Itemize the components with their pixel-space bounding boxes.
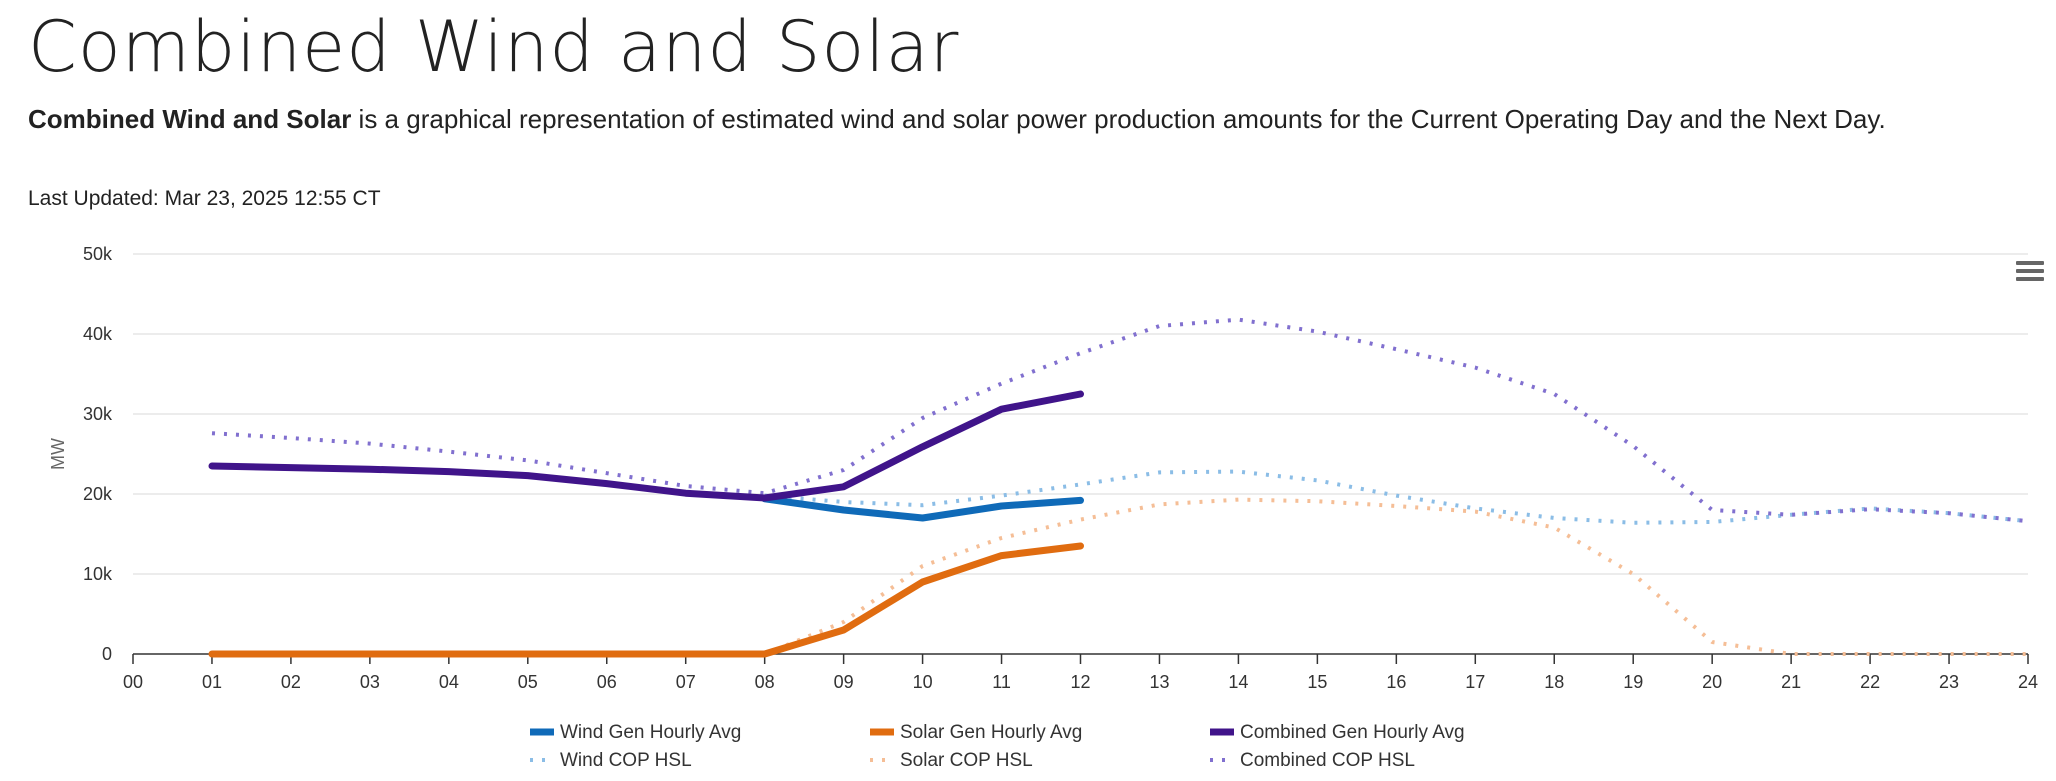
x-tick-label: 08 [755,672,775,692]
y-tick-label: 0 [102,644,112,664]
x-tick-label: 06 [597,672,617,692]
y-tick-label: 30k [83,404,113,424]
y-tick-label: 20k [83,484,113,504]
y-tick-label: 40k [83,324,113,344]
y-tick-label: 50k [83,244,113,264]
x-tick-label: 02 [281,672,301,692]
description-text: is a graphical representation of estimat… [351,104,1886,134]
x-tick-label: 12 [1070,672,1090,692]
x-tick-label: 21 [1781,672,1801,692]
x-tick-label: 00 [123,672,143,692]
series-line-combined-cop-hsl [211,317,2029,524]
x-tick-label: 20 [1702,672,1722,692]
x-tick-label: 22 [1860,672,1880,692]
x-tick-label: 03 [360,672,380,692]
series-line-combined-gen-hourly-avg [208,390,1084,502]
series-line-wind-gen-hourly-avg [761,495,1084,522]
legend-label-solar-cop-hsl: Solar COP HSL [900,750,1033,771]
x-tick-label: 16 [1386,672,1406,692]
x-tick-label: 23 [1939,672,1959,692]
x-tick-label: 05 [518,672,538,692]
x-tick-label: 01 [202,672,222,692]
x-tick-label: 14 [1228,672,1248,692]
last-updated-timestamp: Last Updated: Mar 23, 2025 12:55 CT [28,187,381,210]
legend-label-combined-cop-hsl: Combined COP HSL [1240,750,1415,771]
hamburger-menu-icon[interactable] [2016,261,2044,287]
legend-label-wind-cop-hsl: Wind COP HSL [560,750,692,771]
page-title: Combined Wind and Solar [28,6,960,88]
y-axis-title: MW [48,438,68,470]
x-tick-label: 07 [676,672,696,692]
legend-label-wind-gen-hourly-avg: Wind Gen Hourly Avg [560,722,741,743]
series-line-wind-cop-hsl [764,469,2029,525]
x-tick-label: 09 [834,672,854,692]
x-tick-label: 15 [1307,672,1327,692]
series-line-solar-gen-hourly-avg [208,542,1084,658]
legend-label-solar-gen-hourly-avg: Solar Gen Hourly Avg [900,722,1082,743]
x-tick-label: 18 [1544,672,1564,692]
x-tick-label: 04 [439,672,459,692]
x-tick-label: 13 [1149,672,1169,692]
legend-label-combined-gen-hourly-avg: Combined Gen Hourly Avg [1240,722,1465,743]
y-tick-label: 10k [83,564,113,584]
description-bold-title: Combined Wind and Solar [28,104,352,134]
x-tick-label: 24 [2018,672,2038,692]
series-line-solar-cop-hsl [212,497,2028,656]
x-tick-label: 17 [1465,672,1485,692]
x-tick-label: 11 [992,672,1011,692]
x-tick-label: 10 [913,672,933,692]
x-tick-label: 19 [1623,672,1643,692]
page-description: Combined Wind and Solar is a graphical r… [28,104,1886,135]
